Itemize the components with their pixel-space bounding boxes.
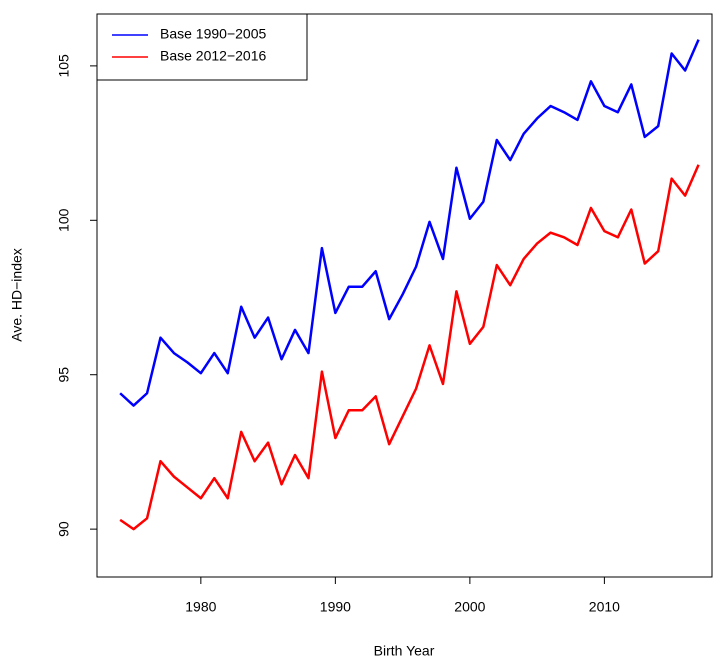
legend-box: [96, 13, 308, 81]
x-axis-label: Birth Year: [374, 643, 435, 659]
y-axis-label: Ave. HD−index: [9, 248, 25, 342]
y-tick-label: 95: [56, 367, 72, 383]
x-tick-label: 1990: [320, 599, 351, 615]
x-tick-label: 2010: [589, 599, 620, 615]
data-line: [119, 39, 700, 407]
data-line: [119, 164, 700, 531]
y-tick-label: 90: [56, 521, 72, 537]
legend-label: Base 2012−2016: [160, 48, 266, 64]
plot-frame: [96, 13, 713, 578]
legend-label: Base 1990−2005: [160, 26, 266, 42]
y-tick-label: 105: [56, 54, 72, 78]
x-tick-label: 2000: [454, 599, 485, 615]
x-tick-label: 1980: [185, 599, 216, 615]
y-tick-label: 100: [56, 208, 72, 232]
